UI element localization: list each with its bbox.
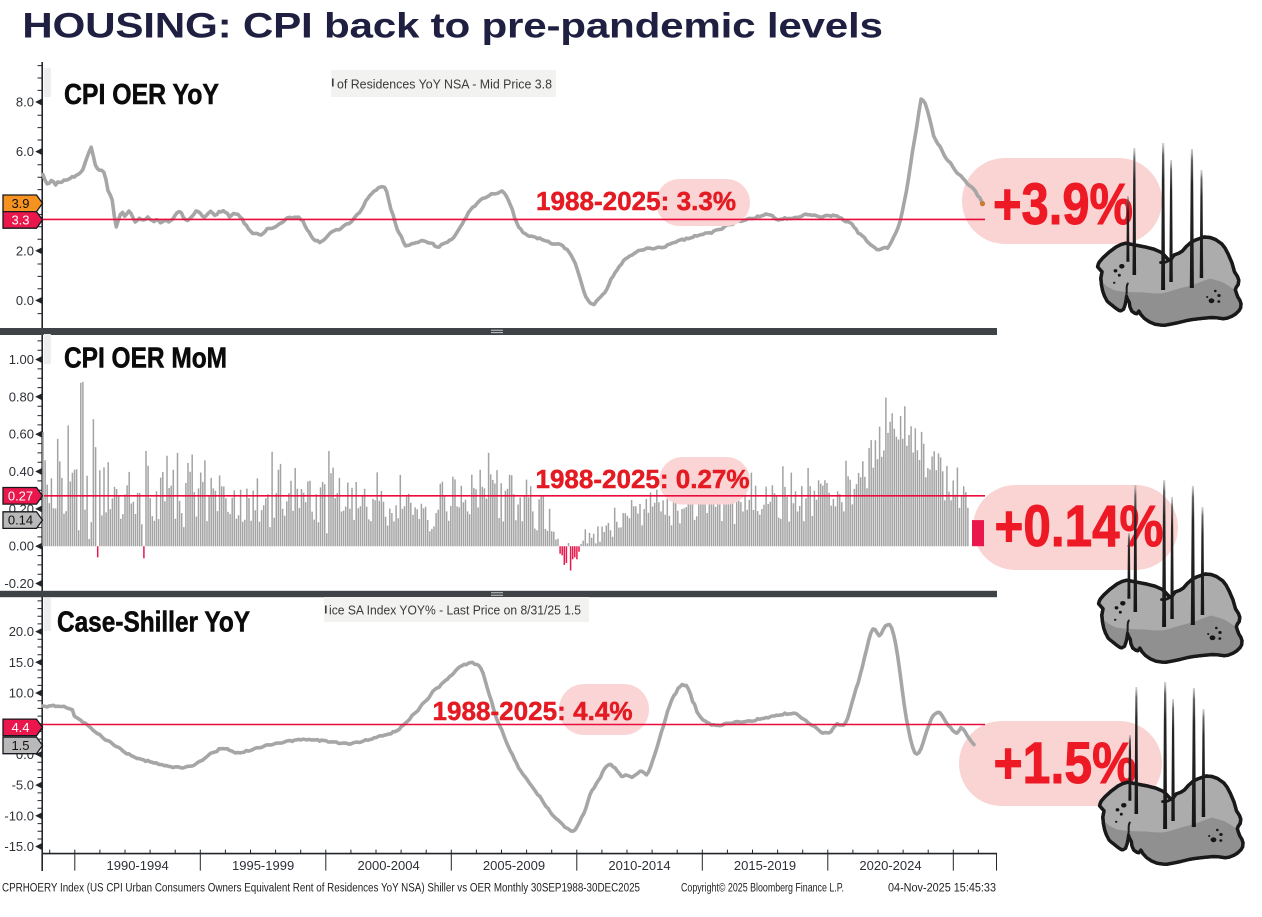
svg-text:2015-2019: 2015-2019: [734, 858, 796, 873]
svg-text:3.9: 3.9: [11, 196, 29, 211]
svg-text:1995-1999: 1995-1999: [232, 858, 294, 873]
svg-text:2020-2024: 2020-2024: [859, 858, 921, 873]
svg-text:20.0: 20.0: [9, 624, 34, 639]
svg-text:10.0: 10.0: [9, 686, 34, 701]
svg-text:0.27: 0.27: [8, 488, 33, 503]
svg-text:-0.20: -0.20: [4, 576, 34, 591]
svg-text:1.00: 1.00: [9, 352, 34, 367]
svg-text:1988-2025: 4.4%: 1988-2025: 4.4%: [433, 696, 633, 726]
svg-text:-5.0: -5.0: [12, 778, 34, 793]
svg-text:1988-2025: 3.3%: 1988-2025: 3.3%: [536, 186, 736, 216]
svg-text:0.60: 0.60: [9, 427, 34, 442]
svg-text:0.14: 0.14: [8, 513, 33, 528]
svg-text:CPI OER MoM: CPI OER MoM: [64, 343, 227, 375]
svg-text:+3.9%: +3.9%: [993, 172, 1133, 237]
svg-text:2.0: 2.0: [16, 243, 34, 258]
svg-text:1988-2025: 0.27%: 1988-2025: 0.27%: [536, 464, 750, 494]
svg-text:CPI OER YoY: CPI OER YoY: [64, 79, 219, 111]
svg-text:CPRHOERY Index (US CPI Urban C: CPRHOERY Index (US CPI Urban Consumers O…: [2, 883, 640, 895]
svg-text:+1.5%: +1.5%: [994, 731, 1137, 796]
svg-text:04-Nov-2025 15:45:33: 04-Nov-2025 15:45:33: [888, 883, 996, 895]
svg-text:4.4: 4.4: [11, 720, 29, 735]
svg-text:3.3: 3.3: [11, 213, 29, 228]
svg-text:1.5: 1.5: [11, 738, 29, 753]
svg-text:-15.0: -15.0: [4, 839, 34, 854]
svg-text:2000-2004: 2000-2004: [358, 858, 420, 873]
svg-text:2010-2014: 2010-2014: [608, 858, 670, 873]
svg-text:Case-Shiller YoY: Case-Shiller YoY: [57, 607, 250, 639]
svg-text:ice SA Index YOY% - Last Price: ice SA Index YOY% - Last Price on 8/31/2…: [329, 603, 581, 618]
svg-text:6.0: 6.0: [16, 144, 34, 159]
svg-text:HOUSING: CPI back to pre-pande: HOUSING: CPI back to pre-pandemic levels: [22, 7, 882, 46]
svg-text:0.80: 0.80: [9, 389, 34, 404]
svg-text:1990-1994: 1990-1994: [107, 858, 169, 873]
svg-text:Copyright© 2025 Bloomberg Fina: Copyright© 2025 Bloomberg Finance L.P.: [681, 883, 844, 895]
svg-text:8.0: 8.0: [16, 95, 34, 110]
svg-text:15.0: 15.0: [9, 655, 34, 670]
svg-text:-10.0: -10.0: [4, 808, 34, 823]
svg-text:0.40: 0.40: [9, 464, 34, 479]
svg-text:0.00: 0.00: [9, 539, 34, 554]
svg-text:0.0: 0.0: [16, 293, 34, 308]
svg-text:2005-2009: 2005-2009: [483, 858, 545, 873]
svg-text:of Residences YoY NSA - Mid Pr: of Residences YoY NSA - Mid Price 3.8: [337, 77, 552, 92]
svg-text:+0.14%: +0.14%: [995, 494, 1164, 559]
